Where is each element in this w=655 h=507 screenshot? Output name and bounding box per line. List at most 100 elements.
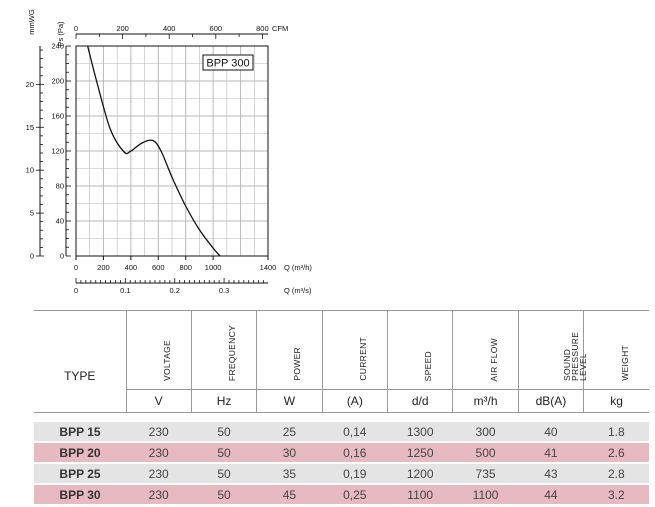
table-cell: 2.8: [583, 463, 649, 485]
mmwg-tick-label: 10: [26, 166, 34, 175]
ps-tick-label: 120: [51, 147, 64, 156]
unit-current: (A): [322, 389, 389, 413]
table-cell: 1100: [452, 484, 519, 506]
table-row: BPP 25 230 50 35 0,19 1200 735 43 2.8: [34, 463, 649, 485]
cfm-tick-label: 400: [163, 24, 176, 33]
q-m3h-tick-label: 600: [152, 263, 165, 272]
table-cell: 1250: [387, 442, 453, 464]
table-cell: 40: [518, 422, 584, 443]
ps-tick-label: 80: [56, 182, 64, 191]
mmwg-tick-label: 5: [30, 209, 34, 218]
cfm-axis-label: CFM: [272, 24, 288, 33]
table-row: BPP 20 230 50 30 0,16 1250 500 41 2.6: [34, 442, 649, 464]
table-cell: 3.2: [583, 484, 649, 506]
table-cell: 300: [452, 422, 519, 443]
table-cell: 0,16: [322, 442, 388, 464]
table-cell: 1100: [387, 484, 453, 506]
unit-frequency: Hz: [191, 389, 258, 413]
row-type-name: BPP 20: [34, 442, 126, 464]
table-cell: 735: [452, 463, 519, 485]
spec-table: TYPE VOLTAGE FREQUENCY POWER CURRENT SPE…: [34, 310, 649, 506]
spec-units-row: V Hz W (A) d/d m³/h dB(A) kg: [34, 389, 649, 413]
ps-tick-label: 240: [51, 42, 64, 51]
q-m3h-tick-label: 200: [97, 263, 110, 272]
ps-tick-label: 200: [51, 77, 64, 86]
table-row: BPP 15 230 50 25 0,14 1300 300 40 1.8: [34, 422, 649, 443]
col-header-air-flow: AIR FLOW: [452, 310, 519, 390]
chart-axes: 0 200 400 600 800 1000 1400 Q (m³/h)0 0.1 0.2 0.3 Q…: [26, 9, 313, 295]
ps-tick-label: 40: [56, 217, 64, 226]
col-header-speed: SPEED: [387, 310, 454, 390]
q-m3h-tick-label: 0: [74, 263, 78, 272]
row-type-name: BPP 30: [34, 484, 126, 506]
model-label: BPP 300: [206, 58, 249, 70]
table-cell: 230: [126, 463, 192, 485]
table-cell: 50: [191, 422, 257, 443]
table-cell: 0,19: [322, 463, 388, 485]
unit-sound-pressure: dB(A): [518, 389, 585, 413]
q-m3h-tick-label: 800: [179, 263, 192, 272]
chart-grid: [76, 46, 268, 256]
table-cell: 35: [256, 463, 323, 485]
unit-power: W: [256, 389, 323, 413]
table-cell: 1300: [387, 422, 453, 443]
q-m3s-tick-label: 0.1: [120, 286, 130, 295]
units-empty-cell: [34, 389, 127, 413]
table-cell: 50: [191, 442, 257, 464]
model-label-box: BPP 300: [202, 54, 254, 71]
q-m3s-tick-label: 0: [74, 286, 78, 295]
unit-weight: kg: [583, 389, 649, 413]
cfm-tick-label: 600: [210, 24, 223, 33]
table-cell: 0,14: [322, 422, 388, 443]
q-m3s-tick-label: 0.3: [219, 286, 229, 295]
spec-table-body: BPP 15 230 50 25 0,14 1300 300 40 1.8 BPP 20 230 50…: [34, 422, 649, 506]
q-m3s-tick-label: 0.2: [169, 286, 179, 295]
table-cell: 1.8: [583, 422, 649, 443]
table-cell: 45: [256, 484, 323, 506]
mmwg-axis-label: mmWG: [27, 9, 36, 35]
mmwg-tick-label: 0: [30, 252, 34, 261]
row-type-name: BPP 25: [34, 463, 126, 485]
table-row: BPP 30 230 50 45 0,25 1100 1100 44 3.2: [34, 484, 649, 506]
col-header-power: POWER: [256, 310, 323, 390]
plot-frame: [75, 45, 269, 257]
spec-header-row: TYPE VOLTAGE FREQUENCY POWER CURRENT SPE…: [34, 310, 649, 390]
table-cell: 500: [452, 442, 519, 464]
mmwg-tick-label: 15: [26, 123, 34, 132]
table-cell: 41: [518, 442, 584, 464]
table-cell: 43: [518, 463, 584, 485]
chart-curve-layer: [87, 45, 221, 257]
table-cell: 230: [126, 442, 192, 464]
fan-curve-line: [87, 45, 221, 257]
table-cell: 2.6: [583, 442, 649, 464]
ps-axis-label: Ps (Pa): [56, 21, 65, 47]
cfm-tick-label: 200: [116, 24, 129, 33]
unit-speed: d/d: [387, 389, 454, 413]
col-header-weight: WEIGHT: [583, 310, 649, 390]
table-cell: 50: [191, 484, 257, 506]
table-cell: 25: [256, 422, 323, 443]
row-type-name: BPP 15: [34, 422, 126, 443]
cfm-tick-label: 0: [74, 24, 78, 33]
col-header-sound-pressure: SOUND PRESSURE LEVEL: [518, 310, 588, 390]
table-cell: 30: [256, 442, 323, 464]
table-cell: 1200: [387, 463, 453, 485]
ps-tick-label: 0: [60, 252, 64, 261]
mmwg-tick-label: 20: [26, 80, 34, 89]
spec-gap-row: [34, 412, 649, 422]
fan-curve-chart: 0 200 400 600 800 1000 1400 Q (m³/h)0 0.1 0.2 0.3 Q…: [26, 9, 313, 295]
table-cell: 0,25: [322, 484, 388, 506]
table-cell: 44: [518, 484, 584, 506]
type-header: TYPE: [34, 310, 127, 390]
q-m3h-tick-label: 1400: [260, 263, 277, 272]
unit-voltage: V: [126, 389, 192, 413]
unit-air-flow: m³/h: [452, 389, 519, 413]
q-m3h-tick-label: 1000: [205, 263, 222, 272]
table-cell: 230: [126, 484, 192, 506]
col-header-frequency: FREQUENCY: [191, 310, 258, 390]
q-m3s-axis-label: Q (m³/s): [284, 286, 312, 295]
col-header-voltage: VOLTAGE: [126, 310, 192, 390]
ps-tick-label: 160: [51, 112, 64, 121]
table-cell: 50: [191, 463, 257, 485]
table-cell: 230: [126, 422, 192, 443]
